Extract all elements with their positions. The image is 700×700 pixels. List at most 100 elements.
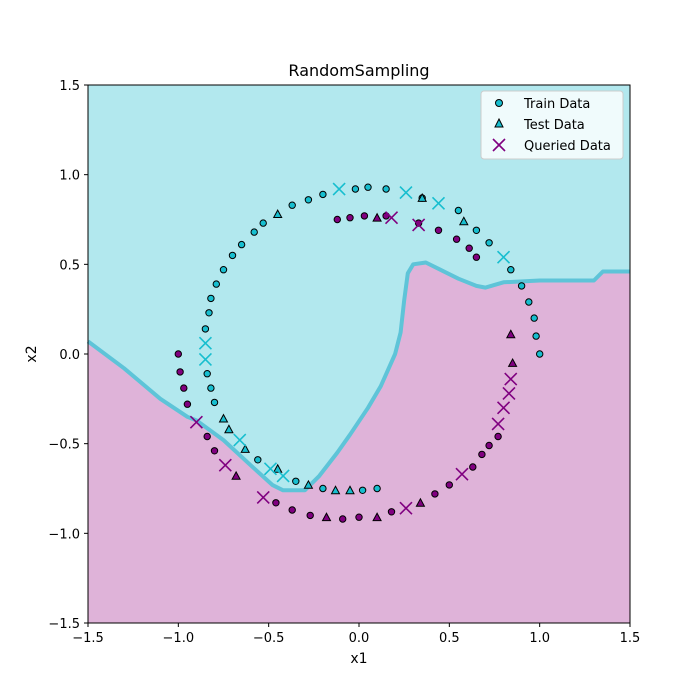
train-point: [207, 294, 215, 303]
train-point: [472, 226, 481, 235]
legend-circle-marker: [495, 99, 503, 107]
points-layer: [174, 182, 544, 523]
x-axis: −1.5 −1.0 −0.5 0.0 0.5 1.0 1.5: [72, 623, 640, 646]
y-axis-label: x2: [24, 345, 40, 362]
train-point: [382, 185, 390, 193]
train-point: [250, 228, 258, 236]
train-point: [333, 215, 341, 224]
train-point: [525, 298, 533, 306]
legend-item-queried: Queried Data: [492, 138, 611, 154]
legend-triangle-marker: [494, 117, 504, 128]
queried-point: [412, 218, 426, 232]
test-point: [505, 329, 516, 339]
queried-point: [455, 467, 469, 481]
queried-point: [504, 372, 518, 386]
train-point: [431, 490, 439, 498]
queried-point: [218, 458, 232, 472]
train-point: [355, 513, 363, 521]
train-point: [228, 251, 237, 260]
train-point: [203, 370, 211, 378]
legend-x-marker: [492, 138, 506, 152]
train-point: [319, 190, 327, 199]
test-point: [240, 443, 251, 453]
legend-item-train: Train Data: [495, 97, 590, 112]
queried-point: [276, 469, 290, 483]
x-tick-label: 0.0: [349, 631, 370, 646]
legend-item-test: Test Data: [494, 117, 585, 133]
train-point: [358, 486, 367, 494]
train-point: [201, 325, 210, 333]
queried-point: [263, 462, 278, 476]
train-point: [203, 432, 211, 441]
train-point: [219, 266, 228, 274]
train-point: [306, 511, 314, 520]
train-point: [212, 280, 221, 288]
plot-area: [86, 84, 631, 624]
train-point: [485, 239, 493, 247]
train-point: [339, 515, 347, 523]
train-point: [494, 432, 502, 441]
train-point: [254, 456, 262, 464]
queried-point: [189, 415, 203, 429]
test-point: [372, 512, 382, 522]
train-point: [205, 309, 213, 317]
test-point: [417, 192, 428, 202]
chart-title: RandomSampling: [288, 61, 429, 80]
train-point: [292, 477, 300, 485]
train-point: [465, 244, 473, 252]
x-tick-label: −1.5: [72, 631, 104, 646]
test-point: [415, 497, 426, 507]
train-point: [507, 266, 515, 274]
x-tick-label: 1.0: [529, 631, 550, 646]
queried-point: [491, 417, 505, 431]
test-point: [272, 463, 283, 473]
x-tick-label: −0.5: [253, 631, 285, 646]
train-point: [530, 314, 538, 322]
train-point: [434, 226, 443, 235]
train-point: [304, 196, 313, 204]
queried-point: [384, 211, 399, 225]
queried-point: [332, 182, 346, 196]
queried-point: [198, 352, 212, 366]
queried-point: [399, 186, 413, 200]
train-point: [387, 508, 396, 516]
x-tick-label: 1.5: [620, 631, 641, 646]
train-point: [288, 506, 296, 514]
test-point: [372, 212, 382, 222]
legend-label-queried: Queried Data: [524, 139, 611, 154]
train-point: [176, 368, 184, 376]
y-tick-label: −0.5: [48, 438, 80, 453]
legend: Train Data Test Data Queried Data: [480, 90, 624, 160]
legend-label-test: Test Data: [523, 118, 585, 133]
queried-point: [431, 196, 446, 210]
train-point: [364, 183, 372, 191]
train-point: [373, 484, 381, 493]
test-point: [507, 357, 518, 367]
test-point: [458, 216, 469, 226]
test-point: [272, 209, 283, 218]
x-tick-label: 0.5: [439, 631, 460, 646]
decision-boundary: [86, 260, 630, 493]
y-axis: −1.5 −1.0 −0.5 0.0 0.5 1.0 1.5: [48, 79, 88, 632]
test-point: [321, 512, 332, 522]
queried-point: [496, 250, 511, 264]
test-point: [231, 470, 241, 480]
test-point: [303, 479, 314, 489]
y-tick-label: 0.5: [59, 258, 80, 273]
train-point: [517, 282, 526, 290]
train-point: [414, 219, 423, 227]
train-point: [454, 206, 463, 215]
train-point: [319, 484, 327, 493]
train-point: [183, 400, 192, 408]
legend-label-train: Train Data: [523, 97, 590, 112]
legend-box: [480, 90, 624, 160]
train-point: [485, 441, 493, 450]
train-point: [478, 450, 486, 459]
train-point: [180, 384, 188, 392]
train-point: [210, 447, 219, 455]
queried-point: [496, 401, 511, 415]
queried-point: [198, 336, 212, 350]
train-point: [237, 240, 246, 249]
train-point: [445, 481, 453, 489]
